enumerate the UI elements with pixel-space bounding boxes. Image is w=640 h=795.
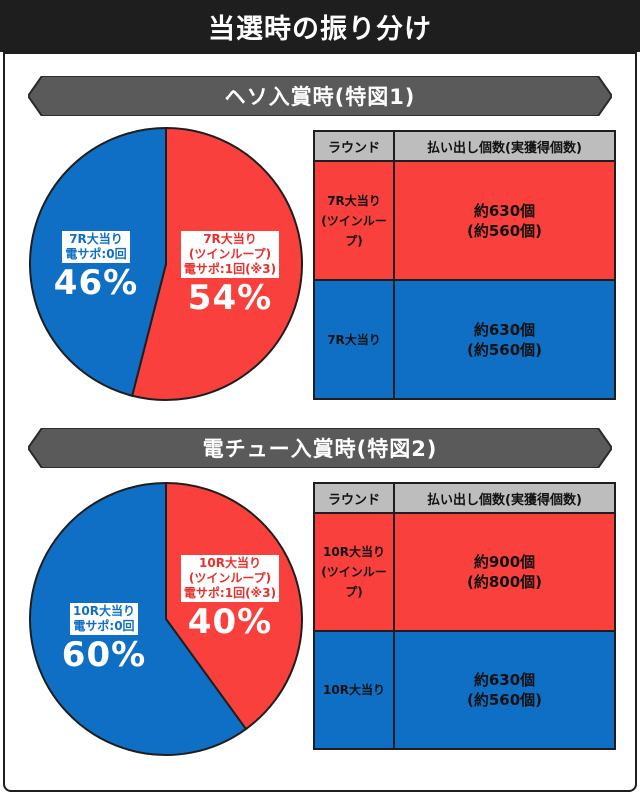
count-line1: 約630個 <box>473 320 536 339</box>
pie2-label-red: 10R大当り (ツインループ) 電サポ:1回(※3) 40% <box>174 555 286 642</box>
pie2-label-blue: 10R大当り 電サポ:0回 60% <box>52 603 156 675</box>
table1-header-count: 払い出し個数(実獲得個数) <box>393 130 616 162</box>
pie2-blue-line1: 10R大当り <box>73 604 135 618</box>
pie2-blue-line2: 電サポ:0回 <box>73 619 135 633</box>
pie2-blue-pct: 60% <box>61 635 147 675</box>
table1-header-round: ラウンド <box>313 130 395 162</box>
pie2-red-line2: (ツインループ) <box>188 571 272 585</box>
pie2-blue-label-box: 10R大当り 電サポ:0回 <box>70 603 138 635</box>
section-heading-2: 電チュー入賞時(特図2) <box>202 437 438 461</box>
pie1-blue-label-box: 7R大当り 電サポ:0回 <box>62 231 130 263</box>
round-line1: 10R大当り <box>323 545 385 559</box>
table-row: 7R大当り 約630個 (約560個) <box>313 279 616 400</box>
count-line2: (約560個) <box>466 221 543 240</box>
table1-header-row: ラウンド 払い出し個数(実獲得個数) <box>313 130 616 162</box>
round-line2: (ツインループ) <box>321 565 387 599</box>
pie1-blue-line2: 電サポ:0回 <box>65 247 127 261</box>
table2-row1-round: 10R大当り (ツインループ) <box>313 512 395 632</box>
table2-row2-count: 約630個 (約560個) <box>393 630 616 750</box>
table2-header-row: ラウンド 払い出し個数(実獲得個数) <box>313 482 616 514</box>
pie-svg-2 <box>29 481 303 756</box>
pie1-label-blue: 7R大当り 電サポ:0回 46% <box>46 231 146 303</box>
table-row: 7R大当り (ツインループ) 約630個 (約560個) <box>313 160 616 281</box>
pie-chart-2 <box>28 478 304 760</box>
round-line1: 7R大当り <box>327 332 381 347</box>
pie2-red-line3: 電サポ:1回(※3) <box>183 586 277 600</box>
table-row: 10R大当り (ツインループ) 約900個 (約800個) <box>313 512 616 632</box>
table1-row2-count: 約630個 (約560個) <box>393 279 616 400</box>
pie1-red-line2: (ツインループ) <box>188 247 272 261</box>
pie2-slice-2 <box>29 481 248 756</box>
table-row: 10R大当り 約630個 (約560個) <box>313 630 616 750</box>
page-title: 当選時の振り分け <box>0 0 640 52</box>
pie2-red-label-box: 10R大当り (ツインループ) 電サポ:1回(※3) <box>180 555 280 602</box>
table2-row1-count: 約900個 (約800個) <box>393 512 616 632</box>
pie1-red-line3: 電サポ:1回(※3) <box>183 262 277 276</box>
pie1-blue-line1: 7R大当り <box>69 232 123 246</box>
section-heading-1: ヘソ入賞時(特図1) <box>224 85 416 109</box>
section-banner-2: 電チュー入賞時(特図2) <box>28 428 612 468</box>
section-banner-1: ヘソ入賞時(特図1) <box>28 76 612 116</box>
pie1-label-red: 7R大当り (ツインループ) 電サポ:1回(※3) 54% <box>174 231 286 318</box>
pie2-red-pct: 40% <box>187 602 273 642</box>
pie1-red-pct: 54% <box>187 278 273 318</box>
table1-row1-round: 7R大当り (ツインループ) <box>313 160 395 281</box>
count-line1: 約630個 <box>473 671 536 689</box>
table2-header-round: ラウンド <box>313 482 395 514</box>
banner-shape <box>28 428 612 468</box>
table1-row1-count: 約630個 (約560個) <box>393 160 616 281</box>
table1-row2-round: 7R大当り <box>313 279 395 400</box>
distribution-table-1: ラウンド 払い出し個数(実獲得個数) 7R大当り (ツインループ) 約630個 … <box>313 130 616 400</box>
pie1-blue-pct: 46% <box>53 263 139 303</box>
count-line2: (約560個) <box>466 340 543 359</box>
table2-header-count: 払い出し個数(実獲得個数) <box>393 482 616 514</box>
pie2-red-line1: 10R大当り <box>199 556 261 570</box>
count-line1: 約900個 <box>473 553 536 571</box>
banner-shape <box>28 76 612 116</box>
round-line1: 10R大当り <box>323 683 385 697</box>
round-line2: (ツインループ) <box>321 213 387 248</box>
pie1-red-label-box: 7R大当り (ツインループ) 電サポ:1回(※3) <box>180 231 280 278</box>
distribution-table-2: ラウンド 払い出し個数(実獲得個数) 10R大当り (ツインループ) 約900個… <box>313 482 616 750</box>
round-line1: 7R大当り <box>327 193 381 208</box>
count-line1: 約630個 <box>473 201 536 220</box>
pie1-red-line1: 7R大当り <box>203 232 257 246</box>
pie2-slice-1 <box>165 481 303 731</box>
count-line2: (約560個) <box>466 691 543 709</box>
table2-row2-round: 10R大当り <box>313 630 395 750</box>
count-line2: (約800個) <box>466 573 543 591</box>
